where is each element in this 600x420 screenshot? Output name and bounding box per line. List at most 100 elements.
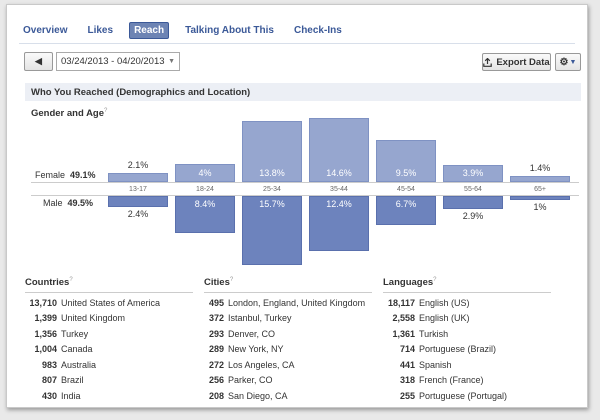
item-name: English (US) — [419, 297, 470, 308]
male-bar-label: 15.7% — [259, 199, 285, 209]
age-tick-label: 25-34 — [263, 186, 281, 193]
count-value: 2,558 — [392, 313, 415, 324]
count-value: 272 — [208, 359, 224, 370]
chevron-down-icon: ▼ — [569, 58, 577, 66]
item-name: Spanish — [419, 359, 452, 370]
male-bar-label: 8.4% — [194, 199, 216, 209]
count-value: 1,356 — [34, 328, 57, 339]
countries-heading: Countries? — [25, 277, 193, 293]
tab-likes[interactable]: Likes — [87, 24, 114, 36]
item-name: London, England, United Kingdom — [228, 297, 366, 308]
item-name: India — [61, 390, 81, 401]
item-name: Canada — [61, 344, 93, 355]
country-row: 1,356 Turkey — [25, 326, 193, 342]
male-bar — [510, 196, 570, 201]
item-name: Brazil — [61, 375, 84, 386]
date-range-select[interactable]: 03/24/2013 - 04/20/2013 ▼ — [56, 52, 180, 71]
age-tick-label: 45-54 — [397, 186, 415, 193]
item-name: New York, NY — [228, 344, 284, 355]
city-row: 289 New York, NY — [204, 342, 372, 358]
section-title: Who You Reached (Demographics and Locati… — [25, 83, 581, 101]
export-data-button[interactable]: Export Data — [482, 53, 551, 71]
language-row: 255 Portuguese (Portugal) — [383, 388, 551, 404]
tab-reach[interactable]: Reach — [129, 21, 170, 39]
city-row: 293 Denver, CO — [204, 326, 372, 342]
male-bar — [376, 196, 436, 226]
male-bar-label: 2.4% — [127, 208, 149, 219]
previous-period-button[interactable]: ◀ — [24, 52, 53, 71]
help-icon[interactable]: ? — [229, 277, 234, 283]
male-bar — [309, 196, 369, 251]
female-row-label: Female 49.1% — [35, 170, 96, 180]
tab-talking-about-this[interactable]: Talking About This — [185, 24, 274, 36]
gear-icon: ⚙ — [559, 56, 569, 68]
female-bar — [309, 117, 369, 182]
item-name: Los Angeles, CA — [228, 359, 295, 370]
item-name: Portuguese (Portugal) — [419, 390, 508, 401]
city-row: 272 Los Angeles, CA — [204, 357, 372, 373]
item-name: Turkish — [419, 328, 449, 339]
female-bar-label: 14.6% — [326, 168, 352, 178]
female-bar — [443, 164, 503, 182]
settings-menu-button[interactable]: ⚙ ▼ — [555, 53, 581, 71]
item-name: Denver, CO — [228, 328, 276, 339]
tab-check-ins[interactable]: Check-Ins — [293, 24, 342, 36]
help-icon[interactable]: ? — [69, 277, 73, 283]
male-bar-label: 1% — [533, 202, 547, 213]
count-value: 255 — [399, 390, 415, 401]
female-bar-label: 2.1% — [127, 159, 149, 170]
count-value: 293 — [208, 328, 224, 339]
language-row: 18,117 English (US) — [383, 295, 551, 311]
item-name: English (UK) — [419, 313, 470, 324]
country-row: 1,399 United Kingdom — [25, 311, 193, 327]
languages-heading: Languages? — [383, 277, 551, 293]
language-row: 441 Spanish — [383, 357, 551, 373]
female-bar — [108, 172, 168, 182]
count-value: 256 — [208, 375, 224, 386]
count-value: 18,117 — [387, 297, 415, 308]
age-tick-label: 65+ — [534, 186, 546, 193]
age-tick-label: 55-64 — [464, 186, 482, 193]
item-name: San Diego, CA — [228, 390, 288, 401]
item-name: United States of America — [61, 297, 161, 308]
country-row: 807 Brazil — [25, 373, 193, 389]
male-bar — [242, 196, 302, 266]
help-icon[interactable]: ? — [433, 277, 437, 283]
count-value: 13,710 — [29, 297, 57, 308]
count-value: 430 — [41, 390, 57, 401]
language-row: 2,558 English (UK) — [383, 311, 551, 327]
age-tick-label: 13-17 — [129, 186, 147, 193]
count-value: 807 — [41, 375, 57, 386]
language-row: 318 French (France) — [383, 373, 551, 389]
count-value: 714 — [399, 344, 415, 355]
cities-heading: Cities? — [204, 277, 372, 293]
tab-bar: Overview Likes Reach Talking About This … — [19, 21, 358, 39]
age-tick-label: 18-24 — [196, 186, 214, 193]
age-tick-label: 35-44 — [330, 186, 348, 193]
female-bar — [376, 140, 436, 182]
count-value: 208 — [208, 390, 224, 401]
female-bar-label: 9.5% — [395, 168, 417, 178]
language-row: 1,361 Turkish — [383, 326, 551, 342]
city-row: 372 Istanbul, Turkey — [204, 311, 372, 327]
count-value: 983 — [41, 359, 57, 370]
female-bar-label: 13.8% — [259, 168, 285, 178]
age-axis-band — [31, 182, 579, 196]
count-value: 495 — [208, 297, 224, 308]
count-value: 441 — [399, 359, 415, 370]
countries-list: Countries? 13,710 United States of Americ… — [25, 277, 193, 404]
language-row: 714 Portuguese (Brazil) — [383, 342, 551, 358]
item-name: Parker, CO — [228, 375, 273, 386]
date-range-value: 03/24/2013 - 04/20/2013 — [61, 56, 165, 67]
item-name: French (France) — [419, 375, 484, 386]
female-bar — [175, 164, 235, 182]
male-bar — [175, 196, 235, 233]
tab-divider — [19, 43, 575, 44]
female-bar-label: 4% — [198, 168, 212, 178]
insights-panel: Overview Likes Reach Talking About This … — [6, 4, 588, 408]
help-icon[interactable]: ? — [104, 108, 108, 114]
gender-age-title: Gender and Age? — [31, 108, 108, 119]
item-name: Turkey — [61, 328, 89, 339]
male-bar — [108, 196, 168, 207]
tab-overview[interactable]: Overview — [23, 24, 68, 36]
